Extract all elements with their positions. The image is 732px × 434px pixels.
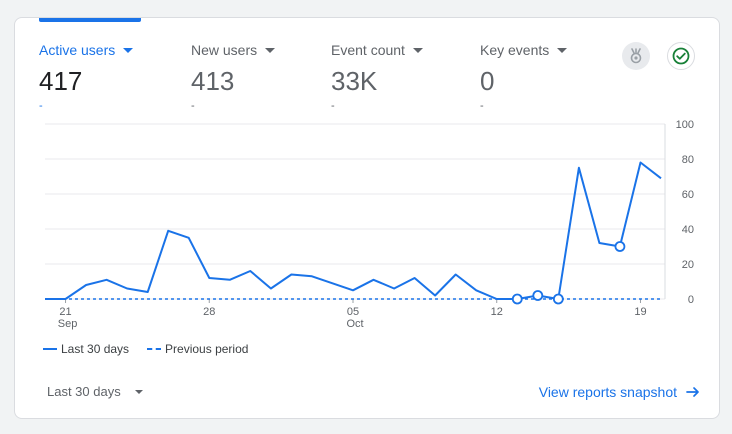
metric-label-new-users: New users <box>191 42 276 58</box>
metric-delta: - <box>39 100 43 112</box>
x-tick-label: 05 <box>347 306 359 318</box>
legend-item-current: Last 30 days <box>43 342 129 356</box>
caret-down-icon <box>557 47 568 53</box>
caret-down-icon <box>134 389 143 394</box>
x-tick-month: Oct <box>346 318 363 330</box>
metric-tab-key-events[interactable]: Key events 0 - <box>480 18 600 122</box>
data-point-marker <box>511 293 523 305</box>
status-check-button[interactable] <box>667 42 695 70</box>
y-tick-label: 0 <box>688 294 694 306</box>
check-circle-icon <box>672 47 690 65</box>
x-tick-label: 28 <box>203 306 215 318</box>
series-line-last-30-days <box>45 161 662 300</box>
metric-name: Active users <box>39 42 116 58</box>
legend-label: Previous period <box>165 342 249 356</box>
metric-delta: - <box>191 100 195 112</box>
data-point-marker <box>552 293 564 305</box>
active-users-card: Active users 417 - New users 413 - Event… <box>14 17 720 419</box>
metric-name: New users <box>191 42 258 58</box>
arrow-right-icon <box>686 387 699 397</box>
legend-swatch-solid <box>43 348 57 350</box>
x-tick-label: 12 <box>491 306 503 318</box>
caret-down-icon <box>265 47 276 53</box>
x-tick-label: 19 <box>634 306 646 318</box>
metric-delta: - <box>480 100 484 112</box>
data-point-marker <box>532 290 544 301</box>
y-tick-label: 60 <box>682 189 694 201</box>
metric-tab-event-count[interactable]: Event count 33K - <box>331 18 461 122</box>
metric-tab-active-users[interactable]: Active users 417 - <box>39 18 171 122</box>
y-tick-label: 40 <box>682 224 694 236</box>
y-tick-label: 20 <box>682 259 694 271</box>
date-range-label: Last 30 days <box>47 384 121 399</box>
insights-icon[interactable] <box>622 42 650 70</box>
metric-value: 417 <box>39 66 83 96</box>
metric-label-event-count: Event count <box>331 42 423 58</box>
caret-down-icon <box>123 47 134 53</box>
metric-value: 0 <box>480 66 495 96</box>
y-tick-label: 100 <box>676 119 694 131</box>
metric-value: 33K <box>331 66 378 96</box>
legend-label: Last 30 days <box>61 342 130 356</box>
chart-legend: Last 30 days Previous period <box>43 342 266 356</box>
x-tick-label: 21 <box>59 306 71 318</box>
snapshot-link-label: View reports snapshot <box>538 384 677 400</box>
metric-name: Key events <box>480 42 550 58</box>
metric-name: Event count <box>331 42 405 58</box>
active-tab-indicator <box>39 18 141 22</box>
x-tick-month: Sep <box>58 318 78 330</box>
metric-value: 413 <box>191 66 235 96</box>
date-range-dropdown[interactable]: Last 30 days <box>47 384 143 399</box>
metric-label-key-events: Key events <box>480 42 568 58</box>
legend-swatch-dashed <box>147 348 162 350</box>
view-reports-snapshot-link[interactable]: View reports snapshot <box>539 384 701 400</box>
metric-label-active-users: Active users <box>39 42 134 58</box>
legend-item-previous: Previous period <box>147 342 248 356</box>
y-tick-label: 80 <box>682 154 694 166</box>
metric-tab-new-users[interactable]: New users 413 - <box>191 18 311 122</box>
caret-down-icon <box>412 47 423 53</box>
data-point-marker <box>614 241 626 252</box>
metric-delta: - <box>331 100 335 112</box>
